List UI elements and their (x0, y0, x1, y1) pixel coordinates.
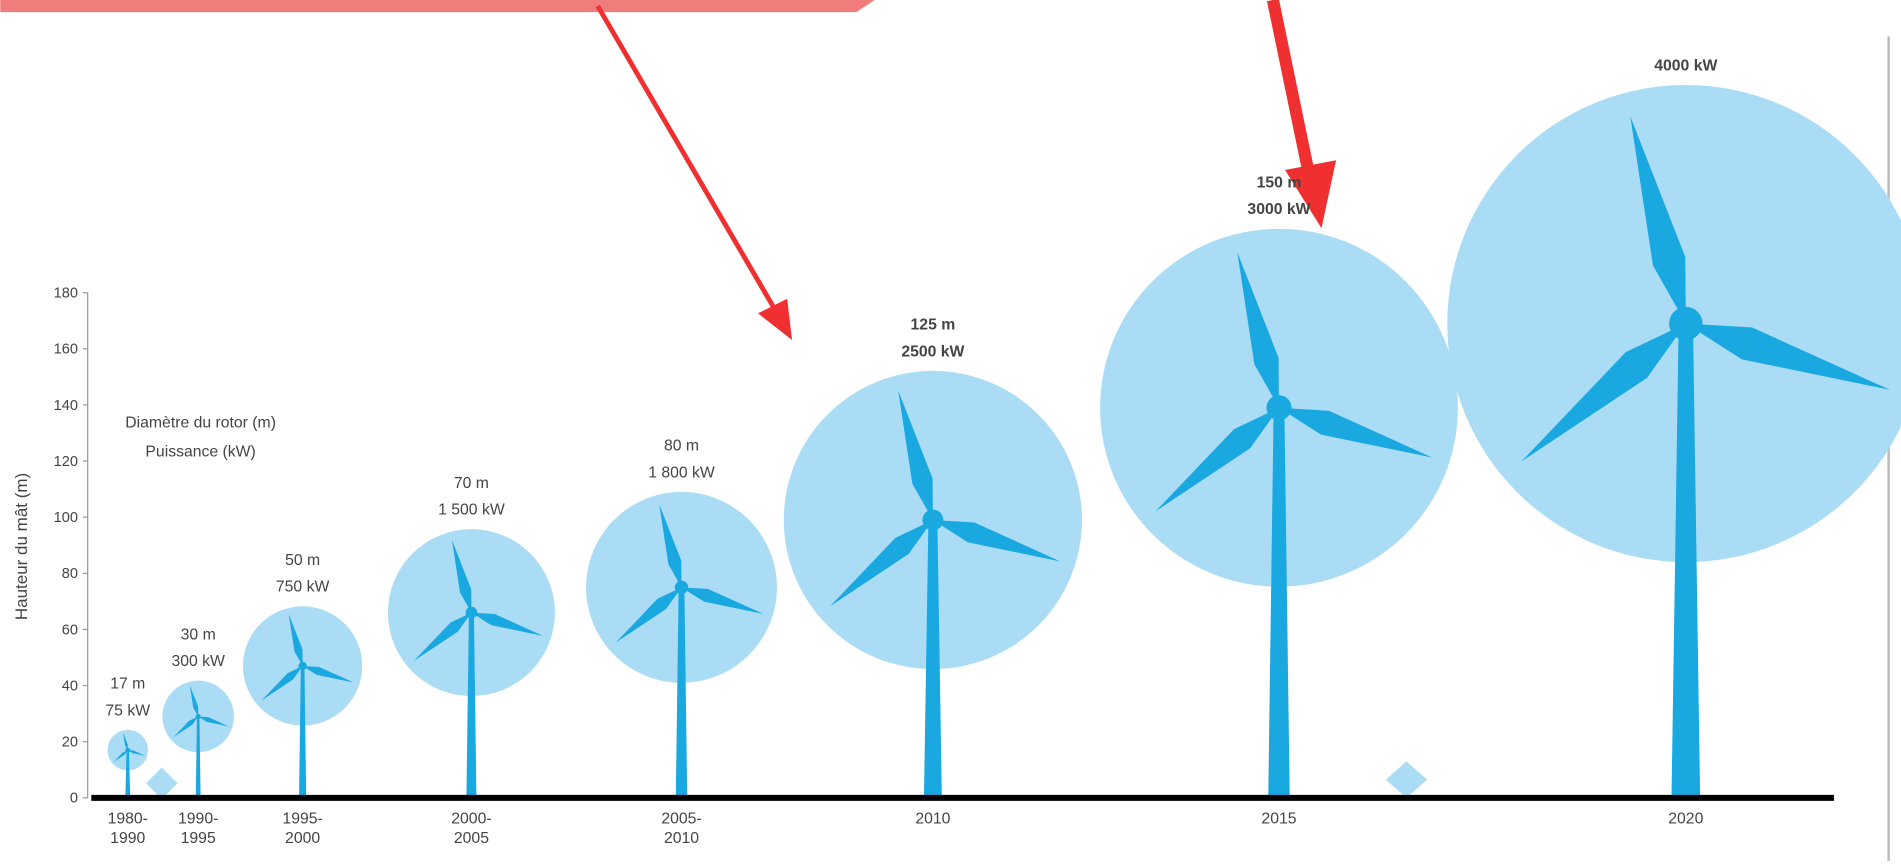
x-tick-label: 2000- 2005 (441, 809, 502, 848)
y-tick-label: 180 (54, 286, 78, 302)
y-tick-label: 140 (54, 398, 78, 414)
y-tick-label: 160 (54, 342, 78, 358)
legend-entry: Diamètre du rotor (m) (125, 414, 276, 431)
rotor-label: 70 m (454, 475, 489, 492)
hub (466, 607, 478, 619)
highlight-bar (0, 0, 874, 12)
x-tick-label: 1995- 2000 (272, 809, 333, 848)
y-tick-label: 100 (54, 510, 78, 526)
decoration (146, 767, 178, 799)
power-label: 4000 kW (1654, 57, 1717, 74)
power-label: 750 kW (276, 579, 330, 596)
power-label: 2500 kW (901, 343, 964, 360)
rotor-label: 50 m (285, 552, 320, 569)
y-tick-label: 120 (54, 454, 78, 470)
hub (298, 662, 306, 670)
hub (675, 581, 688, 594)
rotor-label: 30 m (181, 626, 216, 643)
hub (196, 714, 201, 719)
x-label-box: 1995- 2000 (272, 809, 333, 858)
power-label: 300 kW (171, 653, 225, 670)
hub (125, 748, 130, 753)
x-label-box: 2020 (1655, 809, 1716, 858)
rotor-label: 150 m (1257, 175, 1302, 192)
rotor-label: 80 m (664, 438, 699, 455)
y-tick-label: 0 (70, 791, 78, 807)
hub (1669, 307, 1702, 340)
power-label: 1 800 kW (648, 464, 715, 481)
x-tick-label: 2005- 2010 (651, 809, 712, 848)
x-tick-label: 1990- 1995 (168, 809, 229, 848)
x-label-box: 1980- 1990 (97, 809, 158, 858)
power-label: 3000 kW (1247, 201, 1310, 218)
x-label-box: 2010 (903, 809, 964, 858)
rotor-label: 17 m (110, 676, 145, 693)
decoration (1386, 761, 1427, 797)
x-tick-label: 2010 (903, 809, 964, 828)
power-label: 75 kW (105, 702, 150, 719)
x-label-box: 1990- 1995 (168, 809, 229, 858)
y-tick-label: 40 (62, 678, 78, 694)
y-tick-label: 80 (62, 566, 78, 582)
page: {"chart_data": {"type": "turbine", "y_la… (0, 0, 1901, 861)
x-tick-label: 2015 (1249, 809, 1310, 828)
x-tick-label: 2020 (1655, 809, 1716, 828)
y-tick-label: 20 (62, 735, 78, 751)
x-label-box: 2005- 2010 (651, 809, 712, 858)
arrow (598, 6, 775, 310)
turbines (107, 85, 1901, 798)
y-axis-title: Hauteur du mât (m) (12, 473, 31, 620)
x-tick-label: 1980- 1990 (97, 809, 158, 848)
arrow-head (758, 299, 792, 340)
chart: Hauteur du mât (m) Diamètre du rotor (m)… (0, 0, 1901, 861)
x-label-box: 2000- 2005 (441, 809, 502, 858)
y-tick-label: 60 (62, 622, 78, 638)
rotor-label: 125 m (911, 317, 956, 334)
power-label: 1 500 kW (438, 502, 505, 519)
hub (1266, 395, 1291, 420)
arrow (1273, 0, 1309, 176)
x-label-box: 2015 (1249, 809, 1310, 858)
hub (922, 510, 943, 531)
legend-entry: Puissance (kW) (145, 444, 255, 461)
